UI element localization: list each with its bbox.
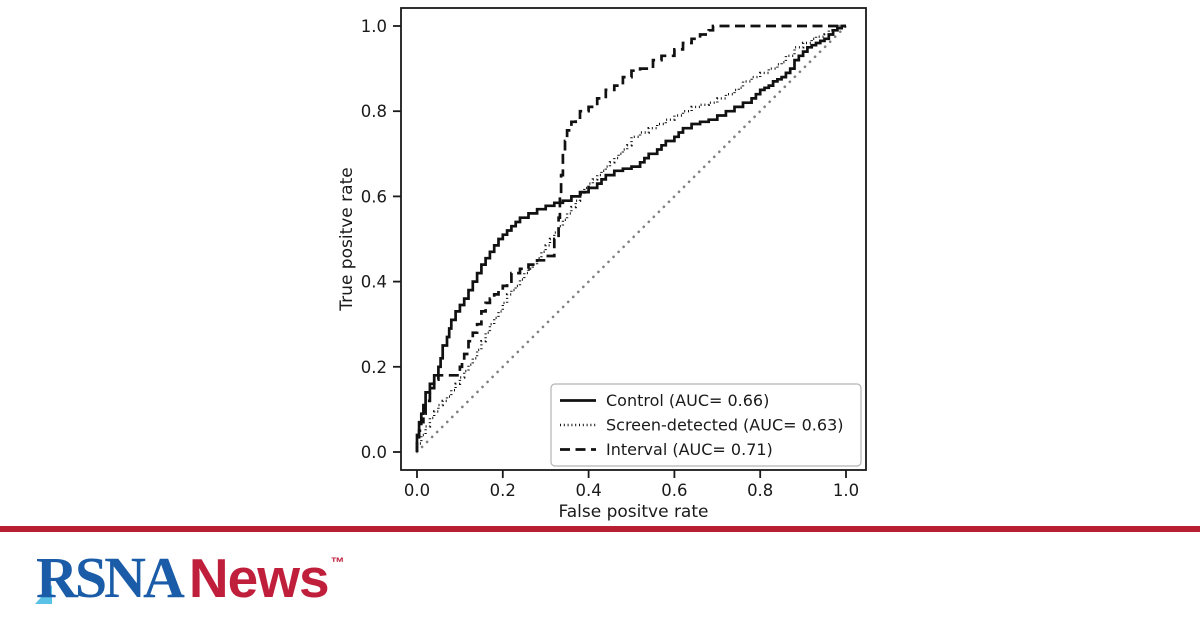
chance-line	[415, 24, 848, 454]
x-tick-label: 0.6	[661, 481, 687, 500]
x-tick-label: 1.0	[833, 481, 859, 500]
roc-curve-interval	[415, 24, 846, 452]
y-tick-label: 0.8	[361, 102, 387, 121]
y-axis-label: True positve rate	[337, 167, 357, 311]
x-tick-label: 0.4	[575, 481, 601, 500]
x-tick-label: 0.0	[404, 481, 430, 500]
legend-label-screen-detected: Screen-detected (AUC= 0.63)	[606, 416, 843, 435]
logo-news-text: News	[188, 547, 330, 609]
x-axis-label: False positve rate	[559, 502, 709, 522]
legend-label-control: Control (AUC= 0.66)	[606, 391, 769, 410]
roc-curve-control	[415, 24, 846, 452]
legend-box	[550, 383, 862, 467]
x-tick-label: 0.8	[747, 481, 773, 500]
rsna-news-logo: RSNA News ™	[36, 549, 345, 607]
legend-label-interval: Interval (AUC= 0.71)	[606, 440, 773, 459]
roc-chart: 0.0 0.2 0.4 0.6 0.8 1.0 0.0 0.2 0.4 0.6 0.8 1.0 Fals…	[337, 7, 867, 522]
y-tick-label: 1.0	[361, 17, 387, 36]
logo-rsna-text: RSNA	[36, 545, 185, 610]
plot-border	[400, 7, 867, 471]
y-tick-label: 0.6	[361, 187, 387, 206]
brand-divider-bar	[0, 526, 1200, 532]
y-tick-label: 0.2	[361, 358, 387, 377]
trademark-symbol: ™	[330, 554, 345, 570]
y-tick-label: 0.4	[361, 273, 387, 292]
x-tick-label: 0.2	[490, 481, 516, 500]
y-tick-label: 0.0	[361, 443, 387, 462]
